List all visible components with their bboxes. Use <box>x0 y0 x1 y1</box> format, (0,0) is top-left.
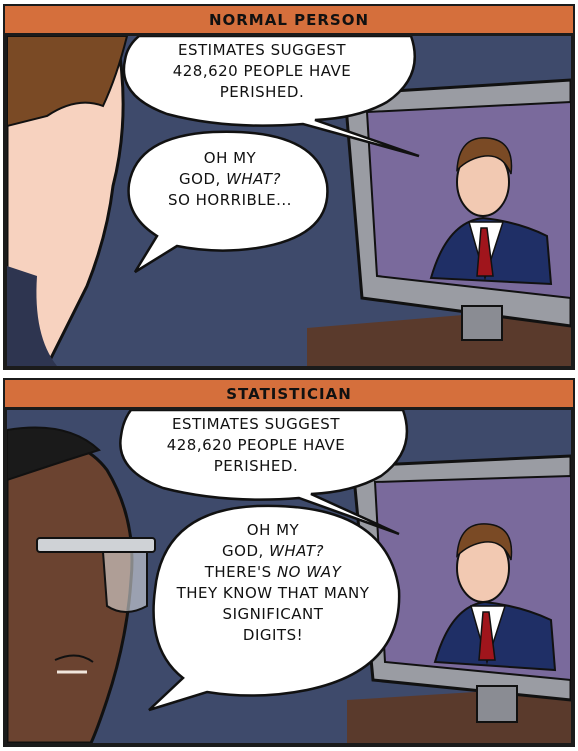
panel-art: ESTIMATES SUGGEST 428,620 PEOPLE HAVE PE… <box>7 410 571 743</box>
panel-header: NORMAL PERSON <box>5 6 573 36</box>
reply-speech-bubble <box>148 504 401 712</box>
scene-illustration <box>7 36 571 366</box>
panel-header: STATISTICIAN <box>5 380 573 410</box>
reply-bubble-text: OH MY GOD, WHAT? SO HORRIBLE... <box>168 149 292 209</box>
news-speech-bubble <box>119 410 409 536</box>
reply-speech-bubble <box>127 130 329 274</box>
news-anchor <box>433 523 557 672</box>
normal-person-head <box>7 36 129 366</box>
news-bubble-text: ESTIMATES SUGGEST 428,620 PEOPLE HAVE PE… <box>166 415 346 475</box>
news-bubble-text: ESTIMATES SUGGEST 428,620 PEOPLE HAVE PE… <box>172 41 352 101</box>
news-anchor <box>429 137 553 286</box>
statistician-head <box>7 426 156 743</box>
panel-art: ESTIMATES SUGGEST 428,620 PEOPLE HAVE PE… <box>7 36 571 366</box>
glasses-icon <box>36 537 156 553</box>
panel-normal-person: NORMAL PERSON <box>3 4 575 370</box>
panel-statistician: STATISTICIAN <box>3 378 575 747</box>
reply-bubble-text: OH MY GOD, WHAT? THERE'S NO WAY THEY KNO… <box>176 521 370 644</box>
scene-illustration <box>7 410 571 743</box>
news-speech-bubble <box>122 36 420 158</box>
